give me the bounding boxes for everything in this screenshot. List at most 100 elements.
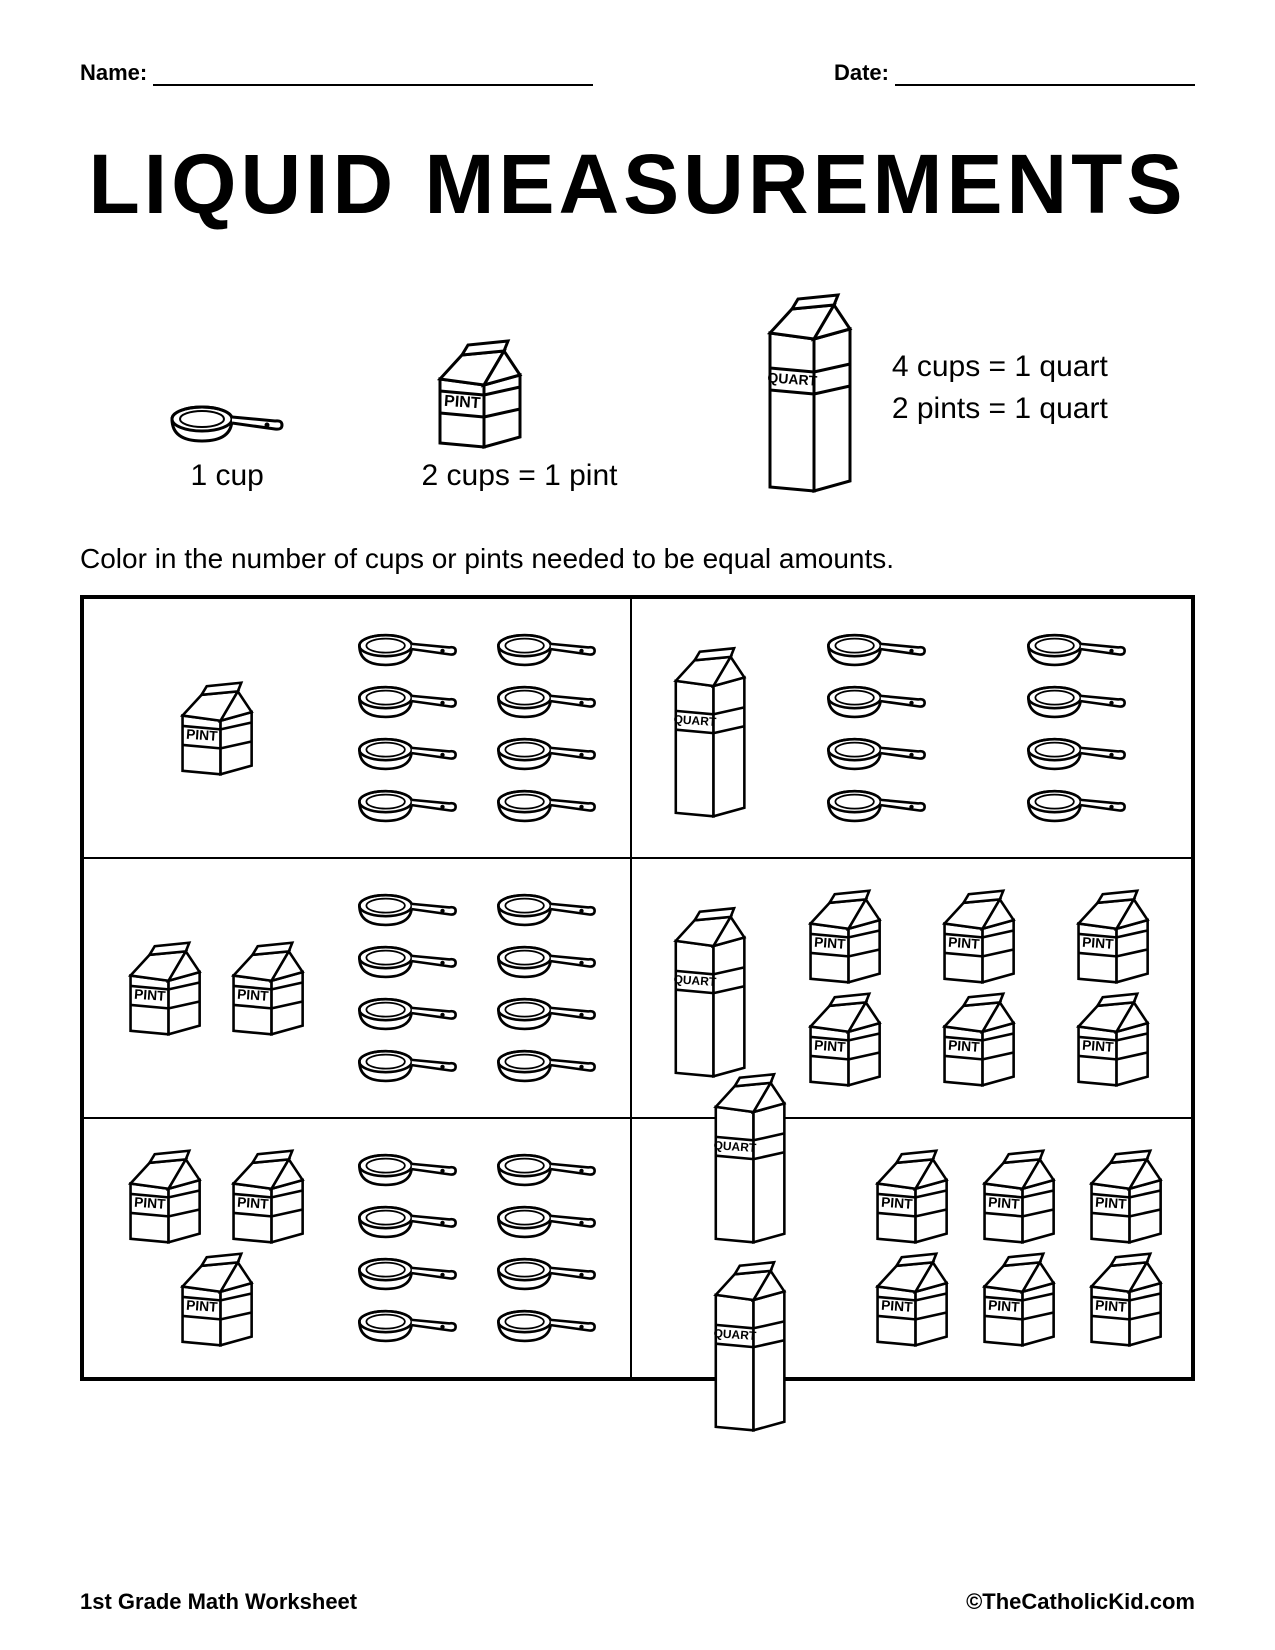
cup-icon[interactable] — [494, 732, 599, 776]
cup-icon[interactable] — [355, 1200, 460, 1244]
svg-text:PINT: PINT — [1095, 1194, 1128, 1212]
svg-text:PINT: PINT — [948, 934, 981, 952]
svg-text:PINT: PINT — [814, 934, 847, 952]
svg-text:PINT: PINT — [134, 985, 167, 1003]
svg-text:PINT: PINT — [948, 1037, 981, 1055]
quart-icon: QUART — [660, 638, 755, 818]
legend-quart: QUART 4 cups = 1 quart 2 pints = 1 quart — [752, 283, 1108, 493]
legend-pint-label: 2 cups = 1 pint — [422, 459, 618, 493]
grid-cell: PINT PINT PINT — [83, 1118, 631, 1378]
svg-text:PINT: PINT — [1081, 934, 1114, 952]
quart-icon: QUART — [700, 1252, 795, 1432]
svg-text:PINT: PINT — [237, 985, 270, 1003]
cup-icon[interactable] — [1024, 628, 1129, 672]
cup-icon[interactable] — [355, 888, 460, 932]
instruction-text: Color in the number of cups or pints nee… — [80, 543, 1195, 575]
cell-right-group — [344, 888, 610, 1088]
cup-icon[interactable] — [494, 680, 599, 724]
svg-text:PINT: PINT — [443, 393, 481, 413]
pint-icon[interactable]: PINT — [1063, 992, 1158, 1087]
legend-quart-eq2: 2 pints = 1 quart — [892, 388, 1108, 430]
pint-icon[interactable]: PINT — [929, 889, 1024, 984]
header-row: Name: Date: — [80, 60, 1195, 86]
quart-icon: QUART — [752, 283, 862, 493]
cup-icon[interactable] — [824, 732, 929, 776]
pint-icon[interactable]: PINT — [862, 1149, 957, 1244]
svg-text:PINT: PINT — [185, 1297, 218, 1315]
cell-left-group: PINT — [104, 681, 324, 776]
pint-icon: PINT — [218, 1149, 313, 1244]
footer-left: 1st Grade Math Worksheet — [80, 1589, 357, 1615]
cup-icon[interactable] — [1024, 784, 1129, 828]
cup-icon[interactable] — [494, 1252, 599, 1296]
cell-left-group: QUART — [652, 898, 762, 1078]
svg-text:PINT: PINT — [988, 1297, 1021, 1315]
pint-icon[interactable]: PINT — [1076, 1252, 1171, 1347]
legend-pint: PINT 2 cups = 1 pint — [422, 339, 618, 493]
cup-icon[interactable] — [494, 940, 599, 984]
cup-icon[interactable] — [355, 680, 460, 724]
cup-icon[interactable] — [355, 1252, 460, 1296]
svg-text:PINT: PINT — [814, 1037, 847, 1055]
quart-icon: QUART — [660, 898, 755, 1078]
cup-icon[interactable] — [1024, 732, 1129, 776]
date-field[interactable]: Date: — [834, 60, 1195, 86]
cup-icon[interactable] — [494, 1044, 599, 1088]
cup-icon[interactable] — [494, 992, 599, 1036]
svg-text:PINT: PINT — [237, 1194, 270, 1212]
svg-text:PINT: PINT — [134, 1194, 167, 1212]
pint-icon[interactable]: PINT — [929, 992, 1024, 1087]
cup-icon[interactable] — [824, 680, 929, 724]
grid-cell: QUART — [631, 598, 1192, 858]
grid-cell: PINT — [83, 598, 631, 858]
cup-icon[interactable] — [355, 1304, 460, 1348]
date-line[interactable] — [895, 66, 1195, 86]
cup-icon[interactable] — [494, 888, 599, 932]
cup-icon[interactable] — [355, 628, 460, 672]
cup-icon[interactable] — [494, 1148, 599, 1192]
legend-cup: 1 cup — [167, 399, 287, 493]
page-title: LIQUID MEASUREMENTS — [80, 136, 1195, 233]
pint-icon[interactable]: PINT — [969, 1149, 1064, 1244]
pint-icon: PINT — [167, 681, 262, 776]
cell-right-group — [344, 628, 610, 828]
cell-left-group: PINT PINT — [104, 941, 324, 1036]
cup-icon[interactable] — [494, 1304, 599, 1348]
cup-icon[interactable] — [1024, 680, 1129, 724]
cell-right-group: PINT PINT PINT PINT — [782, 889, 1171, 1087]
grid-cell: QUART QUART PINT PINT — [631, 1118, 1192, 1378]
svg-text:PINT: PINT — [988, 1194, 1021, 1212]
cell-left-group: QUART — [652, 638, 762, 818]
svg-text:PINT: PINT — [881, 1297, 914, 1315]
cup-icon[interactable] — [355, 940, 460, 984]
pint-icon[interactable]: PINT — [1063, 889, 1158, 984]
cup-icon[interactable] — [355, 784, 460, 828]
cup-icon[interactable] — [494, 784, 599, 828]
legend-quart-eq1: 4 cups = 1 quart — [892, 346, 1108, 388]
cup-icon[interactable] — [355, 992, 460, 1036]
cup-icon[interactable] — [824, 628, 929, 672]
pint-icon[interactable]: PINT — [969, 1252, 1064, 1347]
legend-row: 1 cup PINT 2 cups = 1 pint QUART 4 cups … — [80, 283, 1195, 493]
cell-right-group — [344, 1148, 610, 1348]
name-field[interactable]: Name: — [80, 60, 593, 86]
cup-icon[interactable] — [355, 1148, 460, 1192]
quart-icon: QUART — [700, 1064, 795, 1244]
cup-icon[interactable] — [494, 1200, 599, 1244]
cup-icon[interactable] — [355, 1044, 460, 1088]
svg-text:PINT: PINT — [1095, 1297, 1128, 1315]
cell-right-group: PINT PINT PINT PINT — [862, 1149, 1171, 1347]
pint-icon[interactable]: PINT — [862, 1252, 957, 1347]
cup-icon[interactable] — [494, 628, 599, 672]
cup-icon[interactable] — [355, 732, 460, 776]
pint-icon[interactable]: PINT — [795, 889, 890, 984]
svg-text:PINT: PINT — [1081, 1037, 1114, 1055]
legend-cup-label: 1 cup — [167, 459, 287, 493]
cup-icon[interactable] — [824, 784, 929, 828]
cell-right-group — [782, 628, 1171, 828]
footer-row: 1st Grade Math Worksheet ©TheCatholicKid… — [80, 1589, 1195, 1615]
name-line[interactable] — [153, 66, 593, 86]
pint-icon: PINT — [167, 1252, 262, 1347]
pint-icon[interactable]: PINT — [1076, 1149, 1171, 1244]
name-label: Name: — [80, 60, 147, 86]
